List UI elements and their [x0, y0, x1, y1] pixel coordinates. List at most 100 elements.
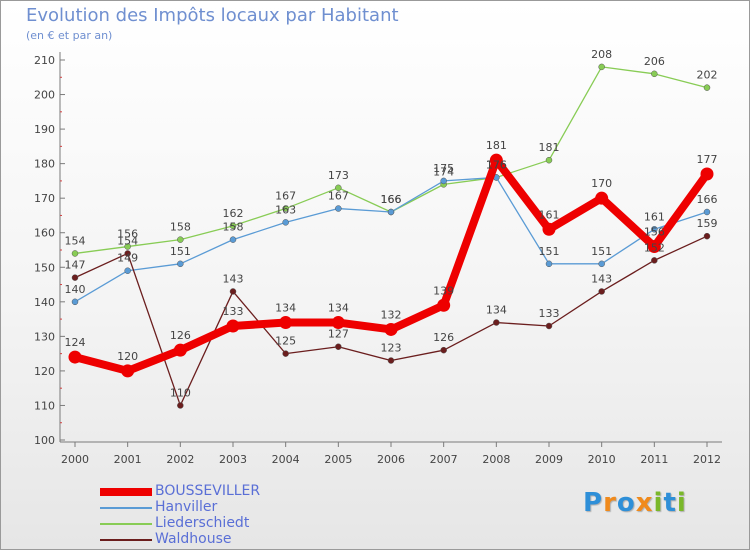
logo-letter: r [603, 488, 617, 518]
proxiti-logo: Proxiti [583, 488, 687, 518]
logo-letter: P [583, 488, 604, 518]
data-point-waldhouse [545, 322, 553, 330]
data-point-liederschiedt [545, 156, 553, 164]
legend-swatch [100, 539, 152, 541]
legend-label: Waldhouse [155, 531, 232, 547]
data-label: 159 [697, 217, 718, 230]
y-tick-label: 150 [34, 261, 55, 274]
data-point-waldhouse [598, 288, 605, 295]
x-tick-label: 2007 [430, 453, 458, 466]
data-label: 134 [328, 302, 349, 315]
y-tick-label: 120 [34, 365, 55, 378]
x-tick-label: 2011 [640, 453, 668, 466]
data-point-bousseviller [173, 343, 187, 357]
data-point-bousseviller [542, 222, 556, 236]
data-point-bousseviller [489, 153, 503, 167]
legend-label: BOUSSEVILLER [155, 483, 261, 499]
data-label: 170 [591, 177, 612, 190]
data-point-hanviller [440, 177, 447, 185]
y-tick-label: 100 [34, 434, 55, 447]
data-label: 151 [539, 245, 560, 258]
legend-swatch [100, 488, 152, 496]
data-label: 206 [644, 55, 665, 68]
data-point-bousseviller [595, 191, 609, 205]
data-label: 124 [65, 336, 86, 349]
data-point-liederschiedt [229, 222, 237, 230]
y-tick-label: 180 [34, 158, 55, 171]
data-label: 176 [486, 158, 507, 171]
data-point-bousseviller [331, 316, 345, 330]
data-label: 158 [223, 221, 244, 234]
x-tick-label: 2009 [535, 453, 563, 466]
logo-letter: i [676, 488, 687, 518]
y-tick-label: 200 [34, 89, 55, 102]
data-point-waldhouse [440, 346, 447, 354]
data-label: 156 [644, 226, 665, 239]
data-point-hanviller [177, 260, 184, 268]
x-tick-label: 2002 [166, 453, 194, 466]
data-point-hanviller [124, 267, 131, 274]
y-tick-label: 160 [34, 227, 55, 240]
data-label: 127 [328, 328, 349, 341]
data-label: 166 [381, 193, 402, 206]
y-tick-label: 130 [34, 330, 55, 343]
data-label: 175 [433, 162, 454, 175]
data-point-liederschiedt [703, 84, 711, 91]
data-label: 167 [328, 190, 349, 203]
data-label: 154 [65, 234, 86, 247]
data-label: 163 [275, 203, 296, 216]
x-tick-label: 2004 [272, 453, 300, 466]
legend-swatch [100, 523, 152, 525]
data-point-liederschiedt [651, 70, 658, 78]
data-label: 161 [644, 210, 665, 223]
data-point-liederschiedt [71, 250, 79, 257]
data-point-hanviller [651, 226, 658, 233]
data-point-bousseviller [384, 322, 398, 336]
data-point-hanviller [703, 208, 711, 216]
data-point-hanviller [387, 208, 395, 216]
data-label: 133 [223, 305, 244, 318]
logo-letter: x [635, 488, 654, 518]
x-tick-label: 2003 [219, 453, 247, 466]
data-label: 176 [486, 158, 507, 171]
data-label: 149 [117, 252, 138, 265]
chart-title: Evolution des Impôts locaux par Habitant [26, 5, 399, 26]
data-label: 125 [275, 335, 296, 348]
data-label: 126 [170, 329, 191, 342]
data-point-hanviller [545, 260, 553, 268]
data-point-hanviller [282, 219, 289, 226]
data-label: 177 [697, 153, 718, 166]
legend-label: Hanviller [155, 499, 218, 515]
data-point-waldhouse [703, 232, 711, 240]
x-tick-label: 2006 [377, 453, 405, 466]
data-label: 154 [117, 234, 138, 247]
data-point-liederschiedt [177, 236, 184, 243]
x-tick-label: 2012 [693, 453, 721, 466]
logo-letter: o [616, 488, 636, 518]
data-label: 161 [539, 208, 560, 221]
legend-label: Liederschiedt [155, 515, 250, 531]
data-point-waldhouse [282, 350, 289, 357]
data-label: 166 [697, 193, 718, 206]
data-label: 162 [223, 207, 244, 220]
x-tick-label: 2000 [61, 453, 89, 466]
data-label: 151 [170, 245, 191, 258]
data-point-hanviller [229, 236, 237, 243]
chart-subtitle: (en € et par an) [26, 29, 113, 42]
data-point-waldhouse [493, 319, 500, 326]
data-label: 126 [433, 331, 454, 344]
data-point-bousseviller [700, 167, 714, 181]
data-label: 143 [223, 272, 244, 285]
x-tick-label: 2001 [114, 453, 142, 466]
x-tick-label: 2010 [588, 453, 616, 466]
data-label: 143 [591, 272, 612, 285]
data-point-liederschiedt [282, 205, 289, 212]
data-label: 173 [328, 169, 349, 182]
data-point-liederschiedt [124, 243, 131, 250]
data-label: 133 [539, 307, 560, 320]
data-label: 140 [65, 283, 86, 296]
data-point-liederschiedt [335, 184, 342, 192]
data-point-waldhouse [71, 274, 79, 281]
data-point-waldhouse [177, 402, 184, 409]
